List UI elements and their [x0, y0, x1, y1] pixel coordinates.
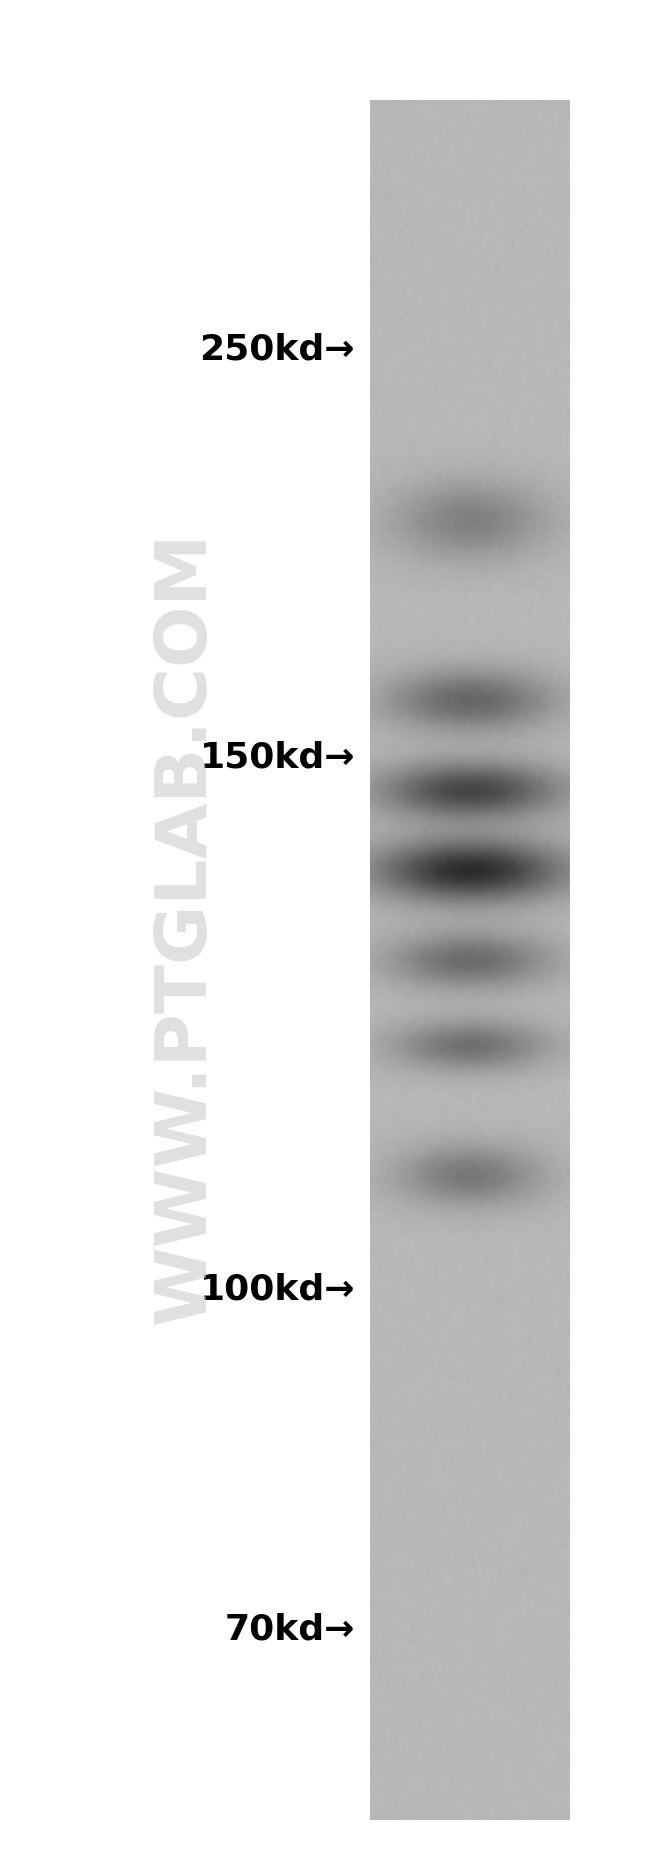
Text: 70kd→: 70kd→	[225, 1614, 355, 1647]
Text: 100kd→: 100kd→	[200, 1273, 355, 1308]
Text: 250kd→: 250kd→	[200, 334, 355, 367]
Text: 150kd→: 150kd→	[200, 740, 355, 774]
Text: WWW.PTGLAB.COM: WWW.PTGLAB.COM	[151, 531, 220, 1324]
